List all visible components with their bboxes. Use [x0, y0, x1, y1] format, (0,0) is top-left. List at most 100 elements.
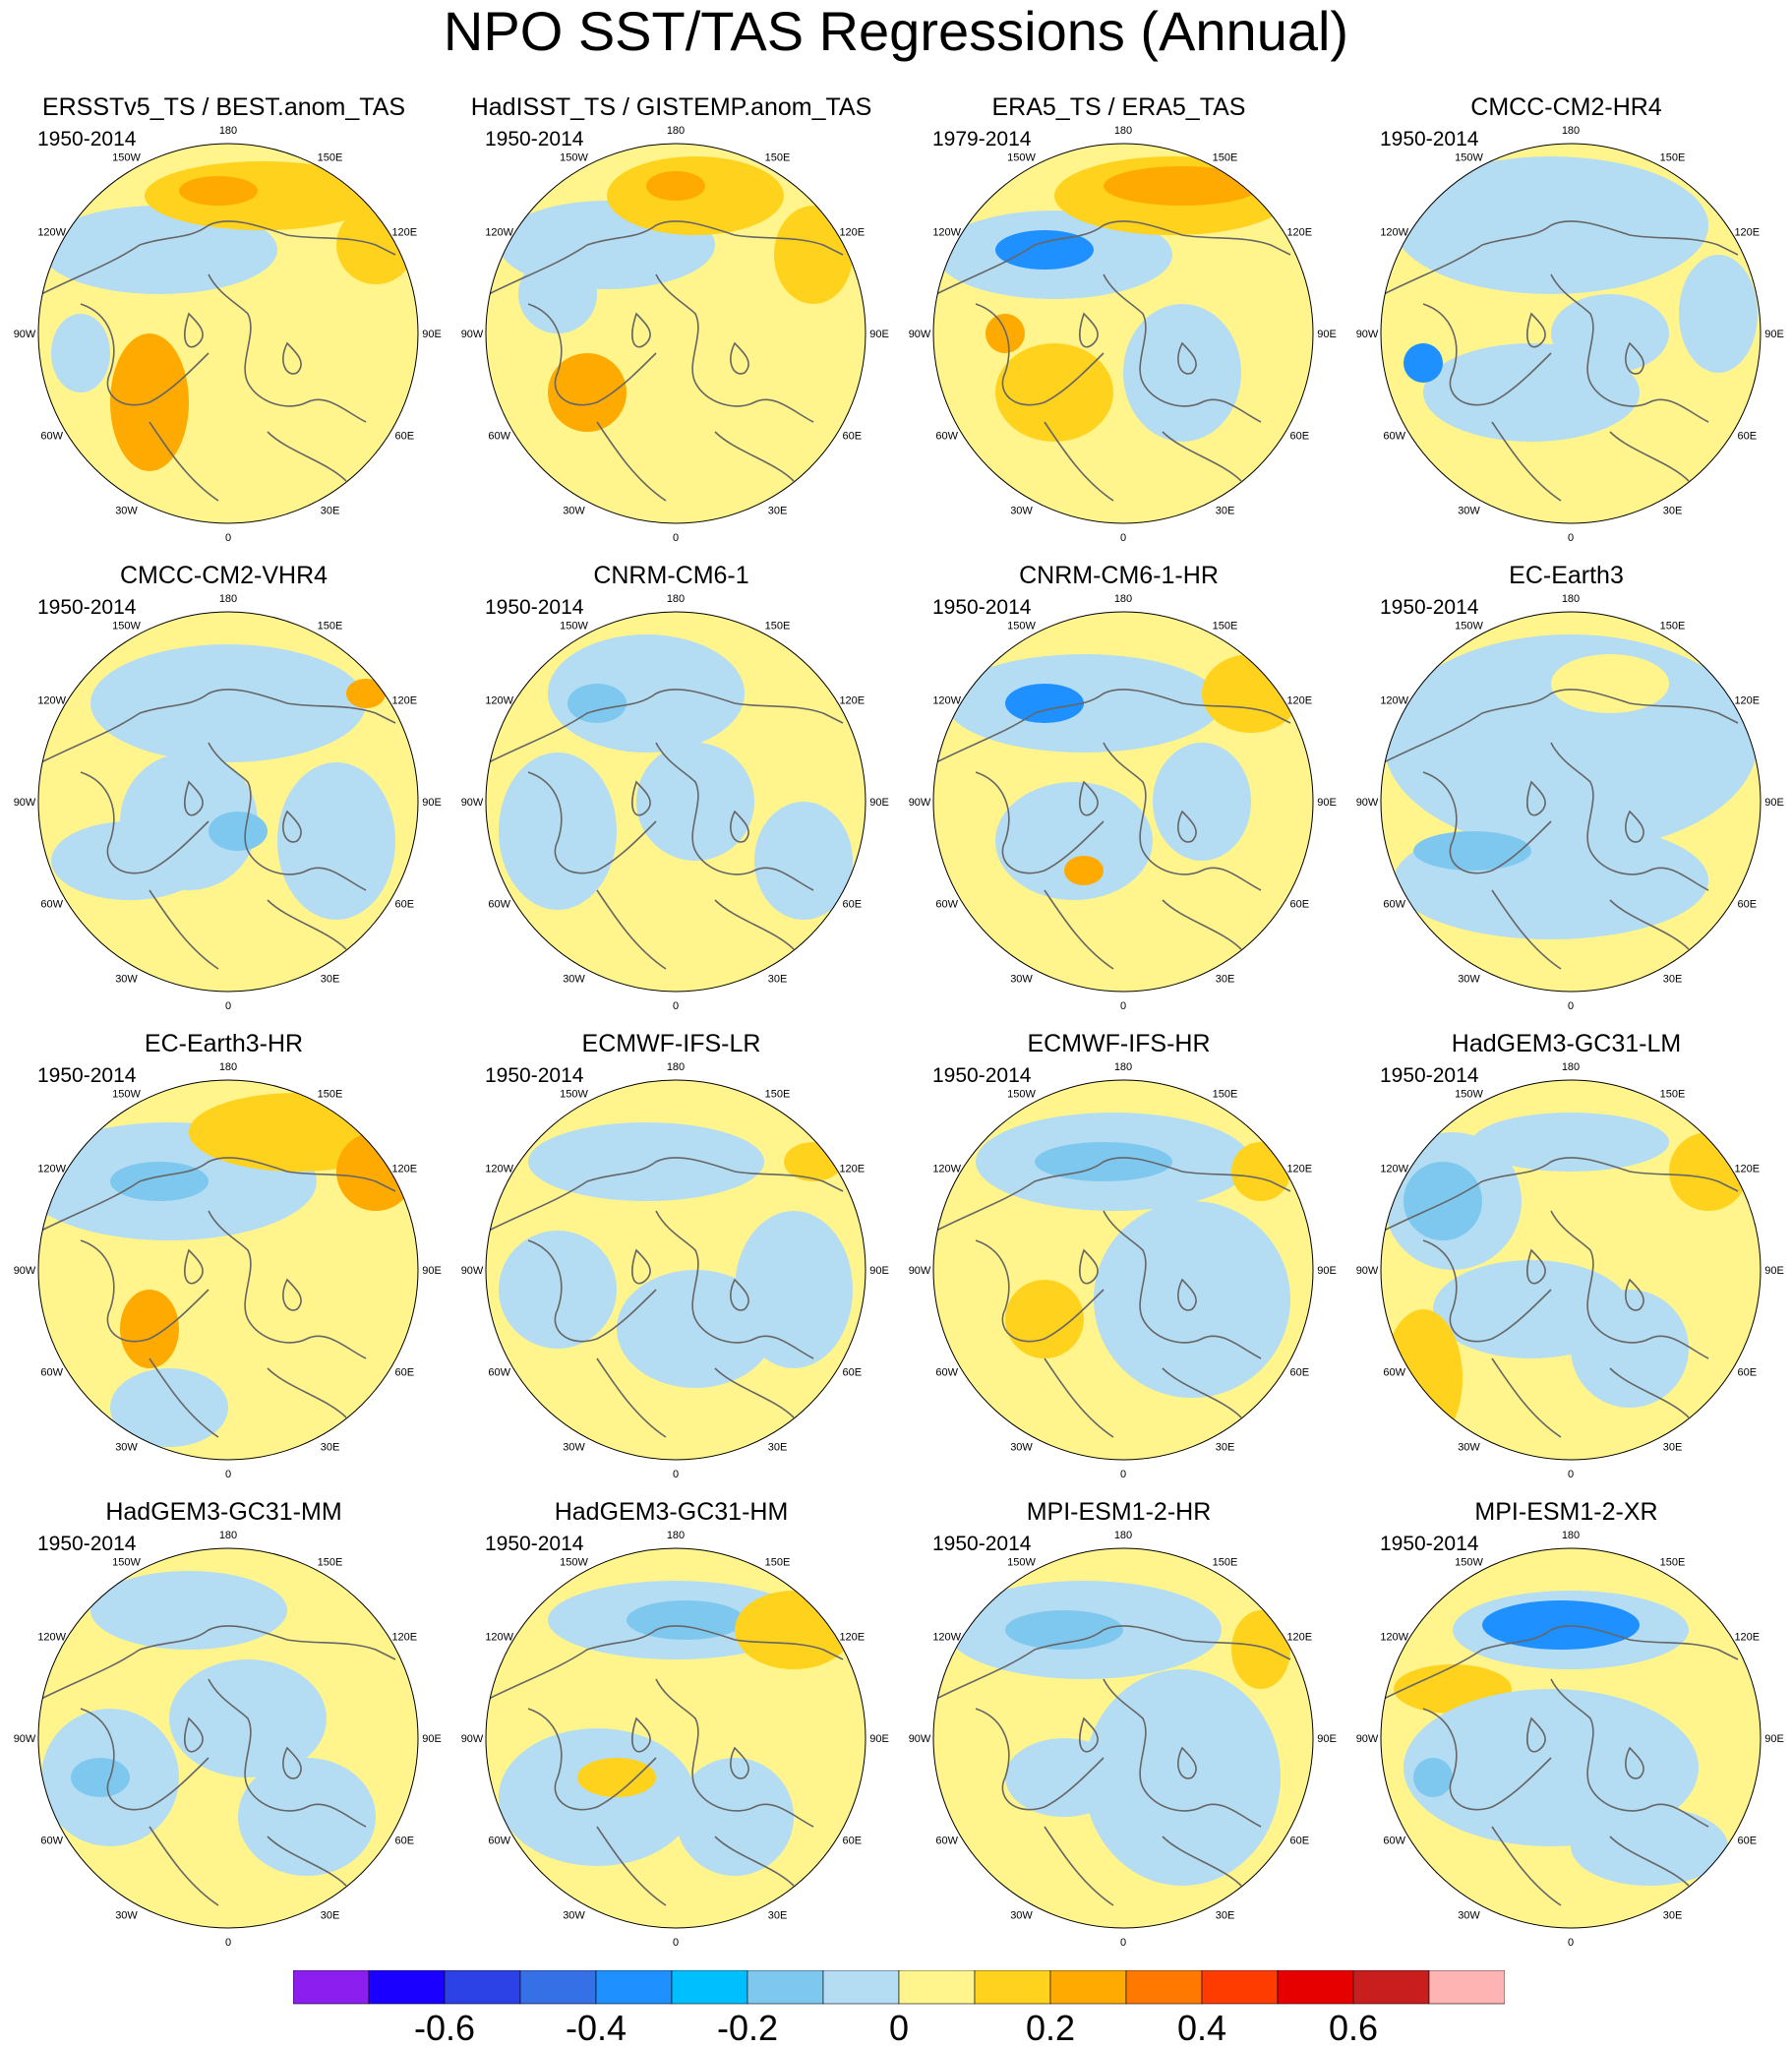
longitude-label: 150W: [1455, 621, 1483, 632]
regression-pattern: [1413, 831, 1531, 871]
polar-map: 180 150E 120E 90E 60E 30E 0 30W 60W 90W 120W 150W: [1356, 1530, 1784, 1949]
longitude-label: 120E: [1286, 1164, 1312, 1175]
longitude-label: 30W: [115, 1441, 138, 1453]
longitude-label: 120E: [391, 227, 417, 239]
map-border: [1380, 143, 1762, 524]
regression-pattern: [518, 255, 597, 333]
panel-period: 1950-2014: [37, 1064, 137, 1087]
longitude-label: 0: [1120, 1937, 1126, 1949]
panel-title: ECMWF-IFS-LR: [581, 1030, 761, 1057]
longitude-label: 120W: [1380, 1632, 1408, 1644]
map-panel: 180 150E 120E 90E 60E 30E 0 30W 60W 90W 120W 150W ER…: [895, 92, 1343, 560]
longitude-label: 30W: [115, 973, 138, 985]
longitude-label: 0: [1568, 1937, 1574, 1949]
longitude-label: 120E: [1734, 1164, 1760, 1175]
coastline: [40, 1157, 396, 1438]
regression-pattern: [346, 679, 386, 708]
longitude-label: 90W: [1356, 1265, 1379, 1277]
longitude-label: 150W: [560, 621, 588, 632]
colorbar: [293, 1970, 1505, 2005]
longitude-label: 180: [219, 593, 237, 605]
longitude-label: 30E: [1216, 1441, 1235, 1453]
polar-map: 180 150E 120E 90E 60E 30E 0 30W 60W 90W 120W 150W: [1356, 1061, 1784, 1480]
longitude-label: 30E: [768, 1441, 788, 1453]
longitude-label: 150E: [1660, 1557, 1686, 1569]
map-border: [37, 1079, 419, 1461]
regression-pattern: [1005, 1738, 1123, 1817]
longitude-label: 150E: [765, 152, 791, 164]
longitude-label: 90E: [422, 329, 442, 340]
longitude-label: 90W: [1356, 797, 1379, 809]
longitude-label: 60E: [843, 1836, 863, 1847]
longitude-label: 30E: [1663, 973, 1683, 985]
longitude-label: 120E: [1734, 1632, 1760, 1644]
regression-pattern: [120, 1290, 179, 1368]
coastline: [488, 1157, 844, 1438]
longitude-label: 0: [225, 532, 231, 544]
colorbar-swatch: [1125, 1970, 1203, 2005]
longitude-label: 60E: [1738, 1836, 1758, 1847]
map-border: [932, 1547, 1314, 1929]
regression-pattern: [90, 1571, 287, 1650]
longitude-label: 120W: [1380, 1164, 1408, 1175]
longitude-label: 90W: [14, 1265, 36, 1277]
panel-title: CNRM-CM6-1-HR: [1019, 562, 1219, 589]
longitude-label: 90E: [422, 1265, 442, 1277]
polar-map: 180 150E 120E 90E 60E 30E 0 30W 60W 90W 120W 150W: [14, 1530, 442, 1949]
colorbar-swatch: [671, 1970, 748, 2005]
regression-pattern: [90, 644, 366, 762]
panel-title: HadGEM3-GC31-HM: [554, 1498, 789, 1526]
panel-period: 1950-2014: [485, 596, 584, 619]
longitude-label: 0: [1120, 1469, 1126, 1480]
longitude-label: 120W: [37, 227, 66, 239]
colorbar-tick-label: 0.4: [1176, 2008, 1227, 2048]
longitude-label: 150E: [1660, 621, 1686, 632]
longitude-label: 30W: [1010, 973, 1033, 985]
polar-map: 180 150E 120E 90E 60E 30E 0 30W 60W 90W 120W 150W: [1356, 125, 1784, 544]
longitude-label: 90E: [869, 1733, 889, 1745]
longitude-label: 180: [1114, 1530, 1132, 1541]
longitude-label: 0: [1120, 1000, 1126, 1012]
polar-map: 180 150E 120E 90E 60E 30E 0 30W 60W 90W 120W 150W: [14, 593, 442, 1012]
regression-pattern: [499, 753, 617, 910]
regression-pattern: [735, 1591, 853, 1669]
colorbar-swatch: [1201, 1970, 1279, 2005]
longitude-label: 150W: [1455, 1089, 1483, 1101]
coastline: [935, 1157, 1291, 1438]
polar-map: 180 150E 120E 90E 60E 30E 0 30W 60W 90W 120W 150W: [14, 125, 442, 544]
longitude-label: 90E: [869, 1265, 889, 1277]
polar-map: 180 150E 120E 90E 60E 30E 0 30W 60W 90W 120W 150W: [14, 1061, 442, 1480]
longitude-label: 90W: [1356, 1733, 1379, 1745]
longitude-label: 90W: [909, 329, 931, 340]
longitude-label: 60E: [395, 899, 415, 911]
coastline: [40, 220, 396, 502]
regression-pattern: [209, 812, 268, 851]
longitude-label: 150W: [112, 1557, 141, 1569]
regression-pattern: [1153, 743, 1251, 861]
longitude-label: 120W: [37, 695, 66, 707]
longitude-label: 30E: [1216, 1909, 1235, 1921]
longitude-label: 180: [1114, 125, 1132, 137]
longitude-label: 120E: [839, 1632, 865, 1644]
longitude-label: 60E: [1290, 1836, 1310, 1847]
longitude-label: 120W: [485, 227, 513, 239]
regression-pattern: [51, 314, 110, 392]
longitude-label: 120W: [1380, 695, 1408, 707]
longitude-label: 120W: [932, 695, 961, 707]
longitude-label: 90W: [909, 1733, 931, 1745]
longitude-label: 150E: [1213, 1557, 1238, 1569]
colorbar-swatch: [1277, 1970, 1354, 2005]
longitude-label: 90W: [1356, 329, 1379, 340]
longitude-label: 30W: [1458, 1441, 1480, 1453]
regression-pattern: [1005, 1280, 1084, 1358]
longitude-label: 180: [1114, 1061, 1132, 1073]
longitude-label: 120W: [932, 227, 961, 239]
panel-title: EC-Earth3-HR: [144, 1030, 304, 1057]
regression-pattern: [774, 206, 853, 304]
polar-map: 180 150E 120E 90E 60E 30E 0 30W 60W 90W 120W 150W: [461, 593, 889, 1012]
longitude-label: 60W: [1383, 899, 1405, 911]
regression-pattern: [1064, 856, 1104, 885]
longitude-label: 180: [667, 1530, 685, 1541]
colorbar-swatch: [747, 1970, 824, 2005]
map-panel: 180 150E 120E 90E 60E 30E 0 30W 60W 90W 120W 150W CM…: [1343, 92, 1790, 560]
